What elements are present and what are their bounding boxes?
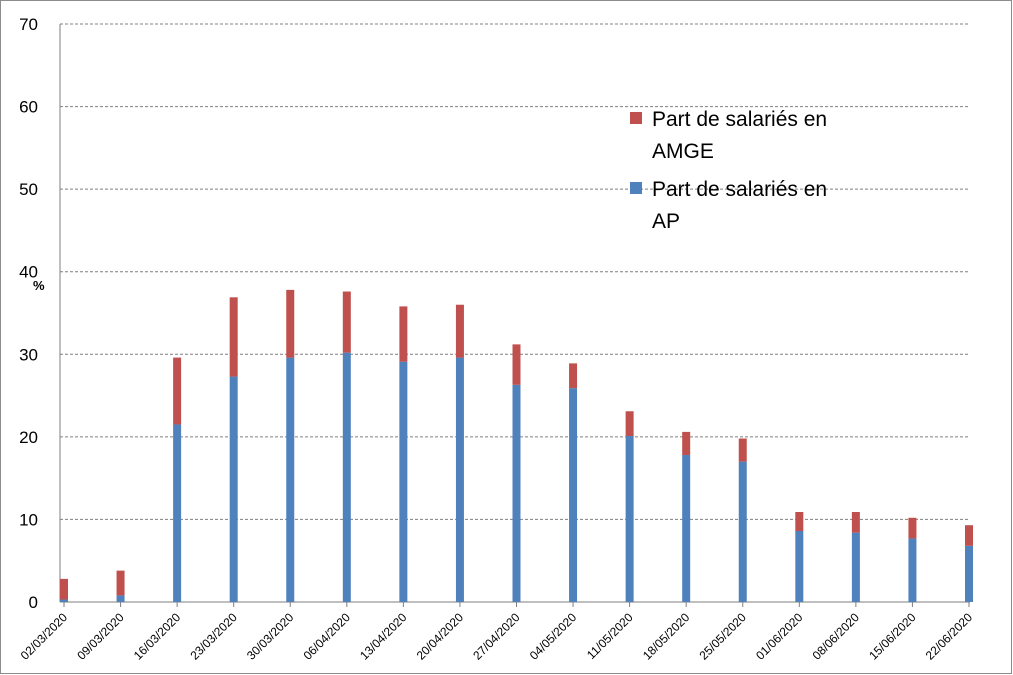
bar-segment-amge (908, 517, 917, 539)
bar-segment-amge (682, 431, 691, 456)
bar-segment-ap (455, 357, 464, 602)
bar-segment-amge (399, 306, 408, 362)
bar-segment-ap (738, 461, 747, 602)
y-tick-label: 30 (19, 345, 38, 364)
y-axis: 0 10 20 30 40 50 60 70 (19, 15, 61, 612)
x-tick-label: 30/03/2020 (244, 610, 297, 663)
y-tick-label: 70 (19, 15, 38, 34)
bar-segment-ap (625, 436, 634, 602)
bar-segment-ap (908, 538, 917, 602)
bar-segment-amge (965, 525, 973, 546)
bar-segment-amge (229, 297, 238, 377)
legend-label: Part de salariés en AMGE (652, 108, 827, 163)
x-tick-label: 09/03/2020 (74, 610, 127, 663)
bar-segment-amge (738, 438, 747, 462)
legend-swatch (630, 112, 642, 124)
bar-segment-amge (286, 289, 295, 358)
bar-segment-ap (399, 361, 408, 602)
x-tick-label: 02/03/2020 (18, 610, 71, 663)
x-tick-label: 01/06/2020 (753, 610, 806, 663)
x-tick-label: 23/03/2020 (187, 610, 240, 663)
y-tick-label: 0 (29, 593, 38, 612)
bar-segment-amge (455, 304, 464, 358)
bar-segment-amge (116, 570, 125, 596)
bar-segment-ap (173, 424, 182, 602)
bar-segment-amge (851, 511, 860, 533)
bar-segment-ap (512, 384, 521, 602)
bar-segment-ap (569, 388, 578, 602)
legend-label: Part de salariés en AP (652, 178, 827, 233)
x-tick-label: 15/06/2020 (866, 610, 919, 663)
x-tick-label: 18/05/2020 (640, 610, 693, 663)
bar-segment-ap (229, 376, 238, 602)
bar-segment-ap (965, 545, 973, 602)
y-tick-label: 40 (19, 263, 38, 282)
bar-segment-ap (286, 357, 295, 602)
x-axis: 02/03/2020 09/03/2020 16/03/2020 23/03/2020… (18, 601, 976, 663)
bar-segment-amge (625, 411, 634, 437)
y-tick-label: 20 (19, 428, 38, 447)
x-tick-label: 06/04/2020 (301, 610, 354, 663)
bar-segment-ap (342, 352, 351, 602)
bar-segment-amge (512, 344, 521, 385)
y-axis-unit-label: % (33, 278, 45, 293)
bar-segment-ap (795, 530, 804, 602)
x-tick-label: 20/04/2020 (414, 610, 467, 663)
bar-segment-amge (569, 363, 578, 389)
bars (60, 289, 973, 602)
bar-segment-amge (342, 291, 351, 353)
bar-segment-ap (116, 595, 125, 602)
bar-segment-ap (851, 532, 860, 602)
bar-segment-amge (173, 357, 182, 425)
legend: Part de salariés en AMGE Part de salariés … (630, 108, 827, 233)
x-tick-label: 04/05/2020 (527, 610, 580, 663)
x-tick-label: 11/05/2020 (584, 610, 636, 662)
bar-segment-ap (60, 599, 68, 602)
x-tick-label: 13/04/2020 (357, 610, 410, 663)
x-tick-label: 25/05/2020 (697, 610, 750, 663)
y-tick-label: 10 (19, 510, 38, 529)
x-tick-label: 22/06/2020 (923, 610, 976, 663)
x-tick-label: 08/06/2020 (810, 610, 863, 663)
x-tick-label: 27/04/2020 (470, 610, 523, 663)
y-tick-label: 50 (19, 180, 38, 199)
bar-segment-ap (682, 455, 691, 602)
legend-swatch (630, 182, 642, 194)
x-tick-label: 16/03/2020 (131, 610, 184, 663)
bar-segment-amge (795, 511, 804, 531)
bar-segment-amge (60, 578, 68, 600)
y-tick-label: 60 (19, 98, 38, 117)
